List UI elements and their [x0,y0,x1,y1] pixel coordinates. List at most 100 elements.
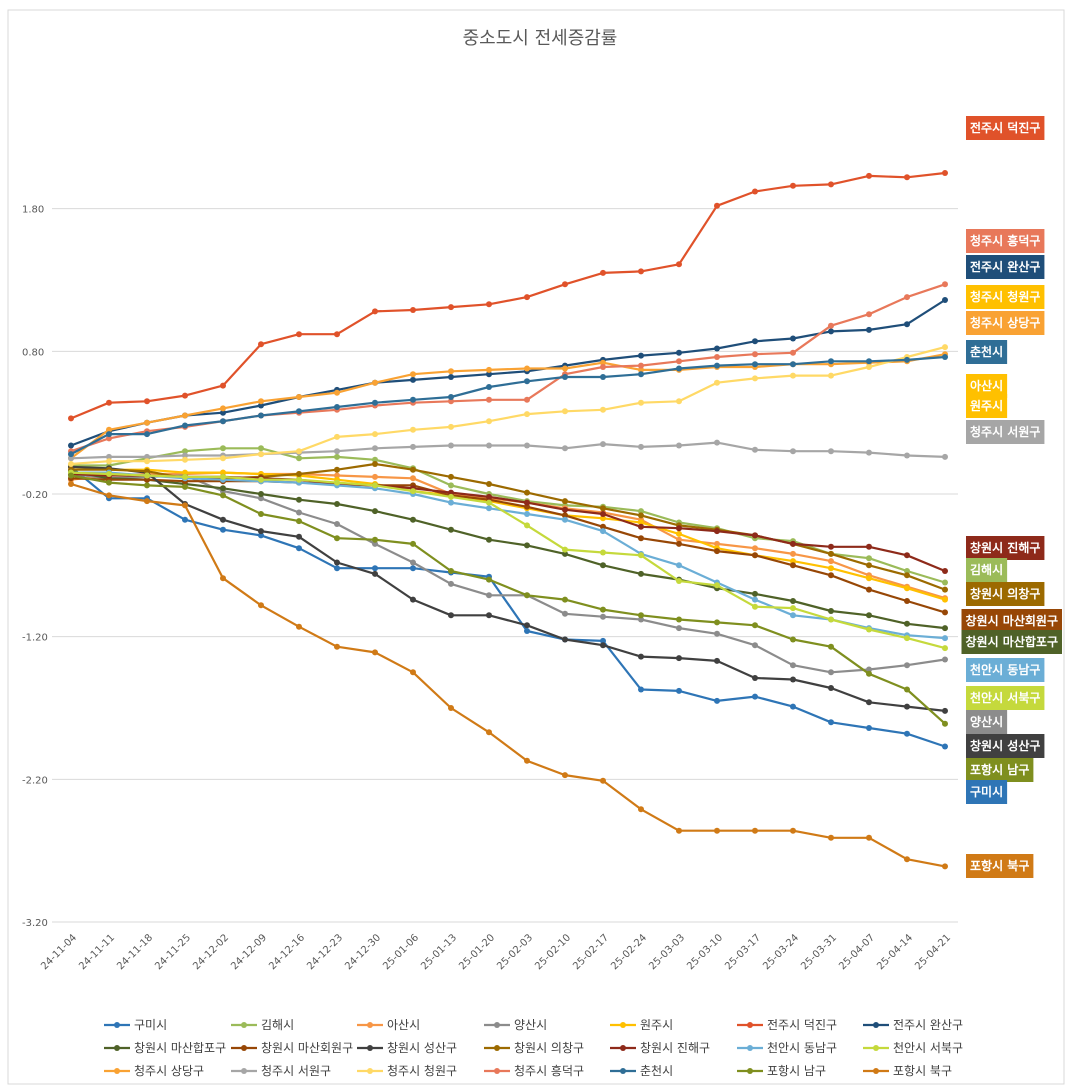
end-label-box [961,630,1062,654]
data-point [448,374,454,380]
data-point [638,535,644,542]
data-point [410,475,416,482]
data-point [182,456,188,463]
series-천안시-서북구 [68,469,948,652]
data-point [676,578,682,584]
data-point [182,392,188,399]
series-김해시 [68,445,948,586]
data-point [372,461,378,467]
legend-item: 전주시 덕진구 [737,1018,837,1032]
series-line [70,466,946,748]
data-point [410,396,416,403]
data-point [144,482,150,489]
data-point [448,612,454,619]
data-point [638,399,644,406]
data-point [600,637,606,644]
data-point [904,662,910,669]
end-label-text: 원주시 [970,399,1003,413]
end-label: 창원시 마산합포구 [961,630,1062,654]
end-label-text: 청주시 상당구 [970,315,1040,330]
data-point [676,358,682,365]
end-label-box [966,558,1008,582]
data-point [486,499,492,506]
data-point [638,616,644,623]
data-point [752,545,758,552]
data-point [638,806,644,813]
data-point [600,642,606,649]
legend-marker [241,1022,247,1028]
series-청주시-서원구 [68,439,948,462]
data-point [372,649,378,656]
data-point [258,495,264,502]
data-point [638,512,644,519]
series-전주시-덕진구 [68,170,948,422]
data-point [942,609,948,616]
data-point [372,473,378,480]
y-tick-label: -2.20 [22,775,48,786]
data-point [106,431,112,438]
legend-item: 천안시 서북구 [863,1040,963,1055]
data-point [790,662,796,669]
end-label: 창원시 마산회원구 [961,609,1062,633]
legend-marker [114,1068,120,1074]
data-point [752,642,758,649]
data-point [866,666,872,673]
data-point [942,625,948,632]
data-point [600,364,606,370]
data-point [600,374,606,380]
data-point [220,485,226,492]
data-point [942,645,948,652]
end-label: 청주시 청원구 [966,285,1045,309]
legend-item: 창원시 마산회원구 [231,1041,353,1055]
data-point [372,482,378,489]
data-point [790,598,796,604]
legend-label: 천안시 서북구 [893,1040,963,1055]
series-line [70,477,946,614]
series-창원시-마산합포구 [68,468,948,632]
data-point [144,453,150,460]
data-point [790,349,796,356]
y-tick-label: -3.20 [22,918,48,929]
data-point [676,687,682,694]
data-point [486,481,492,487]
data-point [448,423,454,430]
data-point [600,441,606,448]
data-point [828,608,834,614]
data-point [904,635,910,642]
chart-title: 중소도시 전세증감률 [463,28,618,49]
data-point [372,570,378,577]
data-point [942,579,948,586]
data-point [752,532,758,539]
data-point [524,628,530,634]
end-label-box [966,394,1008,418]
data-point [714,439,720,446]
data-point [524,489,530,496]
end-label-box [966,710,1008,734]
data-point [486,729,492,736]
end-label-box [966,686,1045,710]
data-point [790,372,796,379]
data-point [486,396,492,403]
data-point [638,371,644,378]
data-point [524,378,530,385]
data-point [942,344,948,351]
data-point [524,396,530,403]
data-point [220,405,226,412]
data-point [676,655,682,662]
y-tick-label: -0.20 [22,490,48,501]
data-point [790,703,796,710]
data-point [904,598,910,604]
data-point [790,676,796,683]
data-point [258,528,264,535]
data-point [904,620,910,627]
data-point [220,418,226,425]
legend-label: 청주시 청원구 [387,1064,457,1078]
data-point [600,606,606,613]
legend-label: 양산시 [514,1018,547,1032]
data-point [752,596,758,603]
end-label-text: 청주시 흥덕구 [970,233,1040,248]
end-label-box [966,734,1045,758]
data-point [144,476,150,483]
end-label-text: 김해시 [970,562,1003,577]
